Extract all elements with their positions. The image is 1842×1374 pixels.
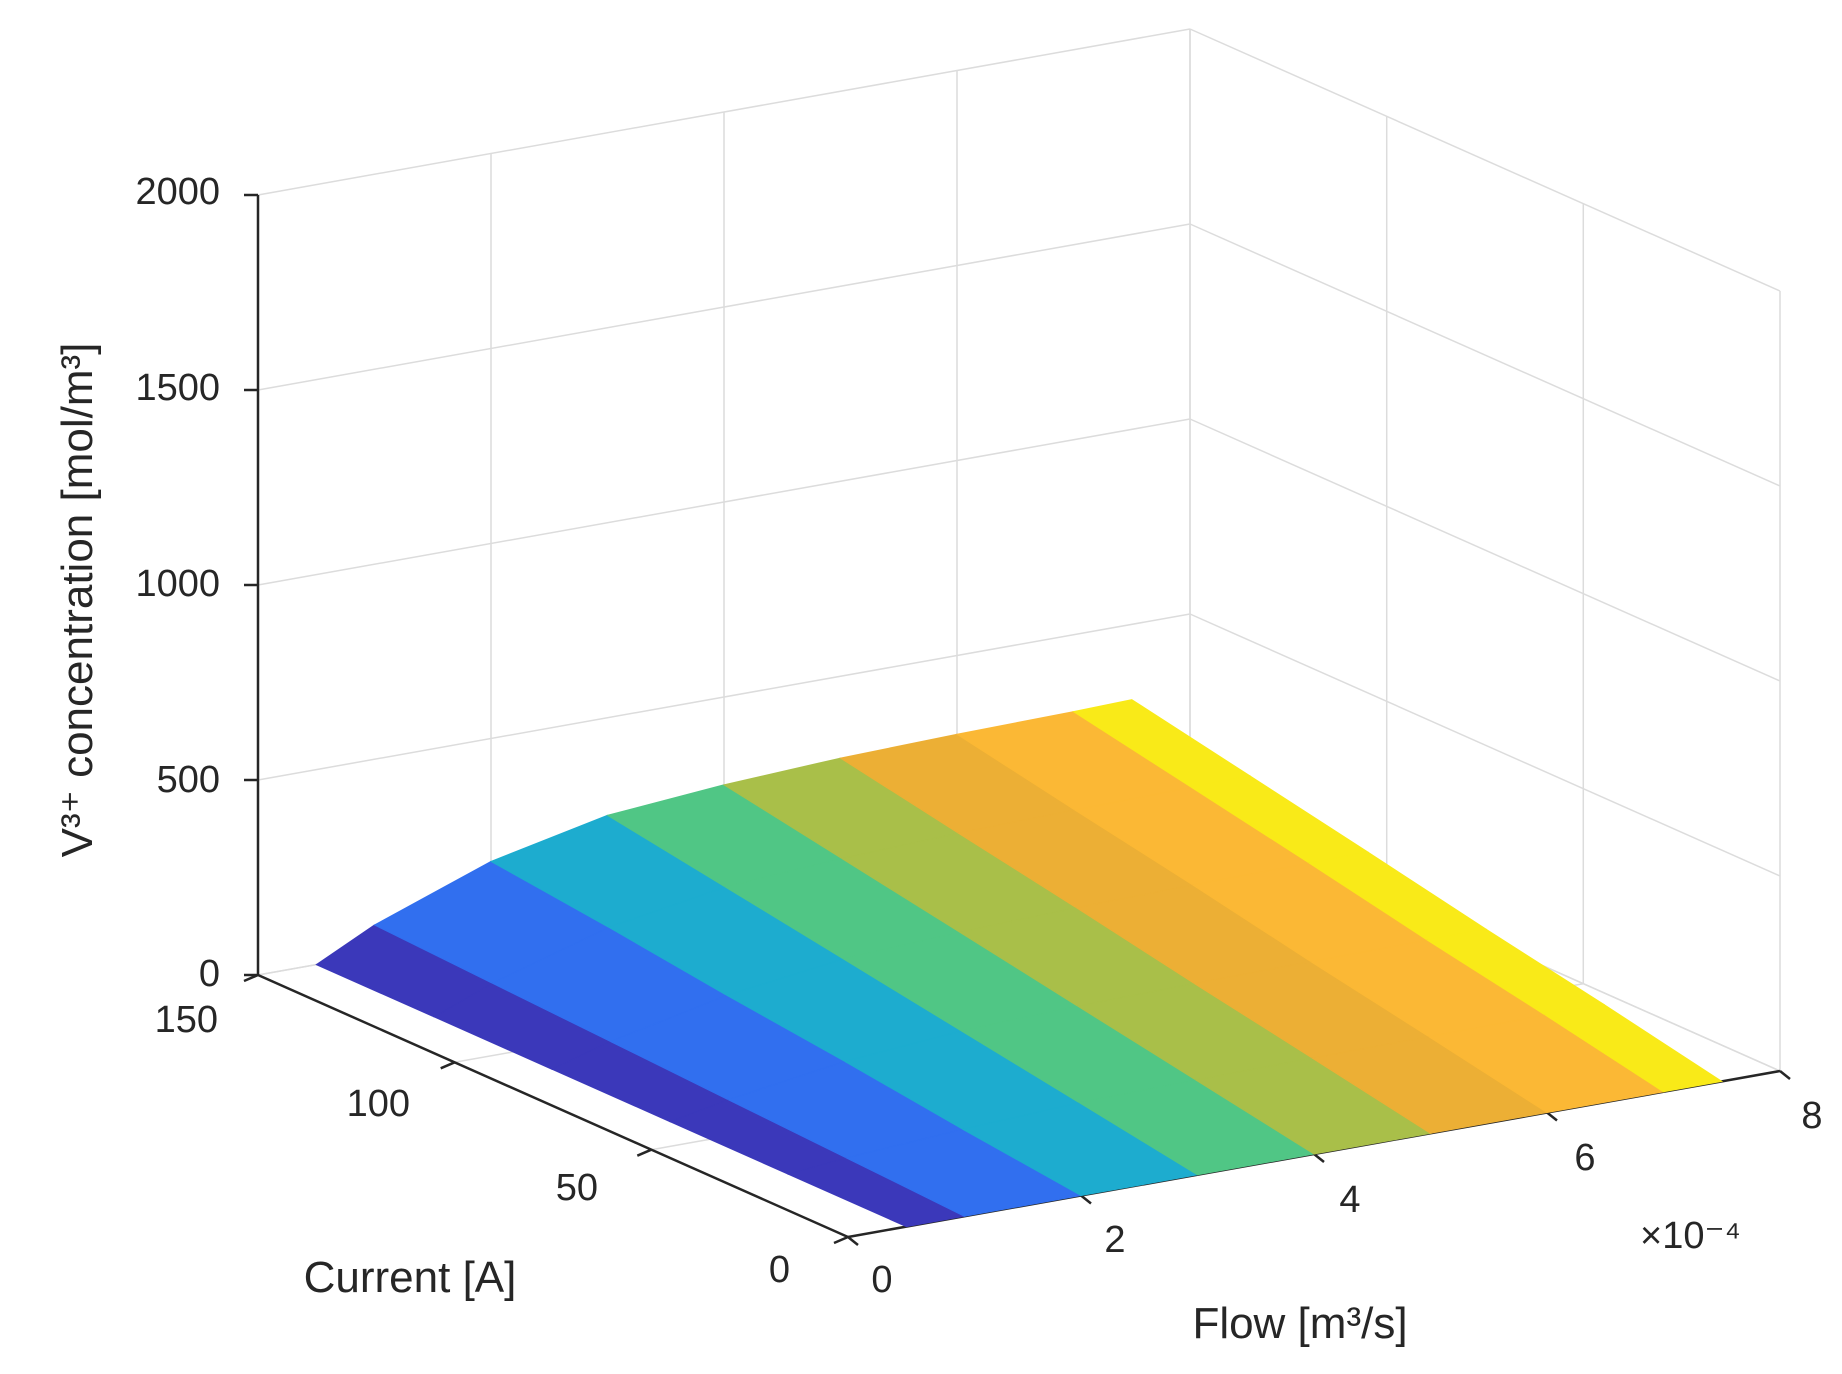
y-tick-mark (833, 1235, 849, 1245)
grid-line (1189, 28, 1781, 292)
x-tick-label: 2 (1104, 1219, 1125, 1261)
z-tick-label: 1500 (135, 367, 220, 409)
z-axis-title: V³⁺ concentration [mol/m³] (53, 343, 102, 858)
x-tick-label: 8 (1801, 1095, 1822, 1137)
y-axis-line (257, 973, 849, 1239)
y-tick-mark (440, 1061, 456, 1070)
x-tick-label: 0 (871, 1259, 892, 1301)
x-tick-label: 4 (1339, 1179, 1360, 1221)
current-axis-ticks: 0 50 100 150 (155, 999, 790, 1291)
x-tick-mark (847, 1236, 859, 1246)
surface-mesh (315, 699, 1724, 1228)
grid-line (1189, 223, 1781, 487)
y-tick-label: 50 (556, 1167, 598, 1209)
y-axis-title: Current [A] (304, 1253, 517, 1302)
x-tick-mark (1779, 1070, 1791, 1080)
grid-line (257, 613, 1191, 781)
grid-line (1189, 418, 1781, 682)
flow-axis-ticks: 0 2 4 6 8 ×10⁻⁴ (871, 1095, 1822, 1301)
surface-patch (1544, 1003, 1724, 1093)
x-exponent-label: ×10⁻⁴ (1640, 1215, 1741, 1257)
x-tick-mark (1080, 1194, 1092, 1205)
grid-line (257, 28, 1191, 196)
y-tick-label: 100 (347, 1083, 410, 1125)
grid-line (257, 418, 1191, 586)
y-tick-mark (636, 1148, 652, 1157)
grid-line (257, 223, 1191, 391)
y-tick-mark (243, 973, 259, 983)
grid-line (1189, 613, 1781, 877)
z-axis-ticks: 0 500 1000 1500 2000 (135, 171, 220, 995)
z-tick-label: 2000 (135, 171, 220, 213)
x-axis-title: Flow [m³/s] (1192, 1299, 1407, 1348)
y-tick-label: 150 (155, 999, 218, 1041)
x-tick-mark (1546, 1111, 1558, 1122)
y-tick-label: 0 (769, 1249, 790, 1291)
z-tick-label: 0 (199, 953, 220, 995)
x-tick-mark (1313, 1153, 1325, 1163)
x-tick-label: 6 (1574, 1137, 1595, 1179)
z-tick-label: 1000 (135, 563, 220, 605)
z-tick-label: 500 (157, 759, 220, 801)
